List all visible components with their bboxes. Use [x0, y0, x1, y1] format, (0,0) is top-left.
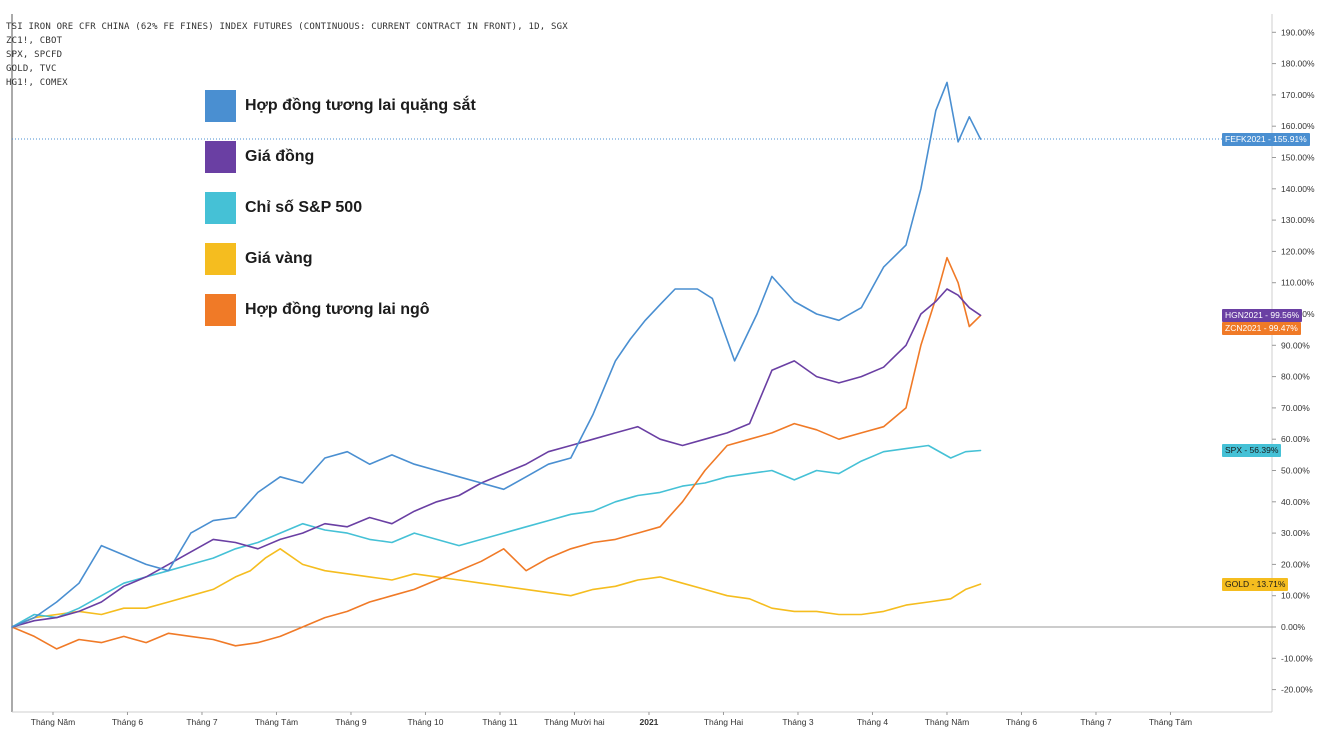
x-tick-label: Tháng Hai [704, 717, 743, 727]
y-tick-label: 110.00% [1281, 278, 1314, 288]
x-tick-label: Tháng 4 [857, 717, 888, 727]
legend-swatch-copper [205, 141, 236, 173]
x-tick-label: 2021 [640, 717, 659, 727]
y-tick-label: 0.00% [1281, 622, 1306, 632]
legend-item-copper: Giá đồng [205, 141, 605, 175]
series-gold-line [11, 547, 982, 628]
x-tick-label: Tháng 7 [1080, 717, 1111, 727]
x-axis: Tháng Năm Tháng 6 Tháng 7 Tháng Tám Tháng 9 T… [31, 712, 1192, 727]
series-corn-line [11, 256, 982, 650]
legend-label-gold: Giá vàng [245, 250, 313, 267]
y-tick-label: 50.00% [1281, 466, 1310, 476]
y-tick-label: 170.00% [1281, 90, 1315, 100]
x-tick-label: Tháng Tám [255, 717, 298, 727]
y-tick-label: 80.00% [1281, 372, 1310, 382]
y-tick-label: 40.00% [1281, 497, 1310, 507]
tag-copper: HGN2021 - 99.56% [1222, 309, 1303, 322]
header-line: TSI IRON ORE CFR CHINA (62% FE FINES) IN… [6, 22, 568, 32]
y-tick-label: 190.00% [1281, 27, 1315, 37]
y-tick-label: -20.00% [1281, 685, 1313, 695]
plot-frame [11, 14, 1273, 713]
y-tick-label: 140.00% [1281, 184, 1315, 194]
x-tick-label: Tháng 10 [408, 717, 444, 727]
legend-label-iron-ore: Hợp đồng tương lai quặng sắt [245, 97, 476, 114]
header-line: HG1!, COMEX [6, 78, 68, 88]
legend-item-sp500: Chỉ số S&P 500 [205, 192, 605, 226]
header-line: ZC1!, CBOT [6, 36, 63, 46]
x-tick-label: Tháng 9 [335, 717, 366, 727]
legend-label-corn: Hợp đồng tương lai ngô [245, 301, 430, 318]
x-tick-label: Tháng 7 [186, 717, 217, 727]
legend-swatch-sp500 [205, 192, 236, 224]
tag-sp500: SPX - 56.39% [1222, 444, 1282, 457]
legend-label-copper: Giá đồng [245, 148, 315, 165]
legend-item-corn: Hợp đồng tương lai ngô [205, 294, 605, 328]
series-iron-ore-line [11, 81, 982, 628]
y-tick-label: -10.00% [1281, 653, 1313, 663]
legend-label-sp500: Chỉ số S&P 500 [245, 199, 363, 216]
series-copper-line [11, 288, 982, 628]
y-tick-label: 70.00% [1281, 403, 1310, 413]
x-tick-label: Tháng Mười hai [544, 717, 605, 727]
tag-corn: ZCN2021 - 99.47% [1222, 322, 1301, 335]
header-line: GOLD, TVC [6, 64, 57, 74]
x-tick-label: Tháng 3 [782, 717, 813, 727]
legend-item-iron-ore: Hợp đồng tương lai quặng sắt [205, 90, 605, 124]
legend-item-gold: Giá vàng [205, 243, 605, 277]
legend-swatch-gold [205, 243, 236, 275]
x-tick-label: Tháng Tám [1149, 717, 1192, 727]
y-tick-label: 160.00% [1281, 121, 1315, 131]
y-tick-label: 150.00% [1281, 153, 1315, 163]
header-line: SPX, SPCFD [6, 50, 63, 60]
x-tick-label: Tháng 11 [482, 717, 518, 727]
tag-gold: GOLD - 13.71% [1222, 578, 1289, 591]
y-tick-label: 120.00% [1281, 246, 1315, 256]
legend-swatch-corn [205, 294, 236, 326]
y-tick-label: 130.00% [1281, 215, 1315, 225]
y-axis: -20.00% -10.00% 0.00% 10.00% 20.00% 30.00% 40.… [1272, 27, 1315, 695]
x-tick-label: Tháng 6 [1006, 717, 1037, 727]
y-tick-label: 20.00% [1281, 559, 1310, 569]
y-tick-label: 90.00% [1281, 340, 1310, 350]
legend-swatch-iron-ore [205, 90, 236, 122]
series-layer [11, 81, 982, 650]
tag-iron-ore: FEFK2021 - 155.91% [1222, 133, 1310, 146]
y-tick-label: 30.00% [1281, 528, 1310, 538]
x-tick-label: Tháng Năm [31, 717, 75, 727]
x-tick-label: Tháng Năm [925, 717, 969, 727]
y-tick-label: 10.00% [1281, 591, 1310, 601]
y-tick-label: 180.00% [1281, 59, 1315, 69]
series-sp500-line [11, 444, 982, 628]
y-tick-label: 60.00% [1281, 434, 1310, 444]
x-tick-label: Tháng 6 [112, 717, 143, 727]
